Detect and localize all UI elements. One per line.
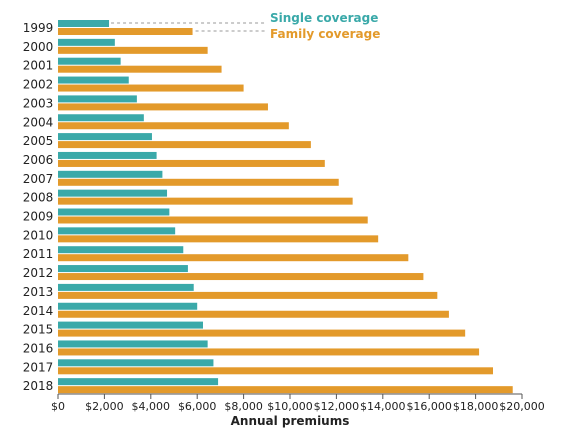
- bar-single-1999: [58, 20, 110, 27]
- x-tick-label: $8,000: [224, 400, 263, 413]
- bar-family-2013: [58, 291, 438, 299]
- bar-single-2015: [58, 321, 203, 329]
- bar-single-2005: [58, 133, 152, 141]
- bar-single-2002: [58, 76, 129, 84]
- x-tick-label: $10,000: [267, 400, 313, 413]
- x-tick-label: $0: [51, 400, 65, 413]
- year-label: 2002: [23, 78, 54, 92]
- year-labels: 1999 2000 2001 2002 2003 2004 2005 2006 2007 2008…: [23, 21, 54, 393]
- bar-single-2000: [58, 38, 115, 46]
- x-tick-label: $6,000: [178, 400, 217, 413]
- bar-single-2017: [58, 359, 214, 367]
- x-tick-label: $12,000: [314, 400, 360, 413]
- bar-single-2006: [58, 151, 157, 159]
- year-label: 2016: [23, 341, 54, 355]
- x-axis: $0 $2,000 $4,000 $6,000 $8,000 $10,000 $12,000…: [51, 393, 545, 413]
- bar-family-2015: [58, 329, 466, 337]
- year-label: 2014: [23, 304, 54, 318]
- x-tick-label: $20,000: [499, 400, 545, 413]
- bar-family-2004: [58, 122, 289, 130]
- x-tick-label: $4,000: [132, 400, 171, 413]
- bar-single-2014: [58, 302, 198, 310]
- bar-family-1999: [58, 28, 193, 35]
- x-tick-label: $16,000: [406, 400, 452, 413]
- x-tick-label: $18,000: [453, 400, 499, 413]
- bar-single-2016: [58, 340, 208, 348]
- x-axis-title: Annual premiums: [231, 414, 350, 428]
- bar-family-2001: [58, 65, 222, 73]
- bar-single-2010: [58, 227, 176, 235]
- bar-single-2013: [58, 283, 194, 291]
- x-tick-label: $14,000: [360, 400, 406, 413]
- bars: [58, 20, 513, 394]
- bar-single-2001: [58, 57, 121, 65]
- bar-family-2003: [58, 103, 268, 111]
- legend-single-coverage: Single coverage: [270, 11, 378, 25]
- year-label: 2001: [23, 59, 54, 73]
- year-label: 1999: [23, 21, 54, 35]
- year-label: 2018: [23, 379, 54, 393]
- year-label: 2010: [23, 228, 54, 242]
- year-label: 2003: [23, 96, 54, 110]
- legend-family-coverage: Family coverage: [270, 27, 380, 41]
- bar-family-2016: [58, 348, 480, 356]
- bar-family-2011: [58, 254, 409, 262]
- year-label: 2012: [23, 266, 54, 280]
- bar-single-2007: [58, 170, 163, 178]
- bar-single-2008: [58, 189, 168, 197]
- year-label: 2011: [23, 247, 54, 261]
- year-label: 2005: [23, 134, 54, 148]
- bar-family-2008: [58, 197, 353, 205]
- bar-single-2012: [58, 265, 188, 273]
- bar-family-2007: [58, 178, 339, 186]
- year-label: 2017: [23, 360, 54, 374]
- bar-family-2009: [58, 216, 368, 224]
- bar-family-2014: [58, 310, 449, 318]
- year-label: 2009: [23, 210, 54, 224]
- legend: Single coverage Family coverage: [111, 11, 380, 41]
- bar-single-2009: [58, 208, 170, 216]
- bar-family-2006: [58, 159, 325, 167]
- bar-family-2002: [58, 84, 244, 92]
- bar-single-2003: [58, 95, 137, 103]
- bar-single-2011: [58, 246, 184, 254]
- bar-single-2004: [58, 114, 144, 122]
- bar-family-2000: [58, 46, 208, 54]
- bar-family-2012: [58, 273, 424, 281]
- year-label: 2004: [23, 115, 54, 129]
- bar-family-2018: [58, 386, 513, 394]
- bar-family-2017: [58, 367, 493, 375]
- year-label: 2008: [23, 191, 54, 205]
- year-label: 2006: [23, 153, 54, 167]
- bar-family-2005: [58, 141, 311, 149]
- bar-family-2010: [58, 235, 379, 243]
- year-label: 2007: [23, 172, 54, 186]
- year-label: 2013: [23, 285, 54, 299]
- year-label: 2000: [23, 40, 54, 54]
- x-tick-label: $2,000: [85, 400, 124, 413]
- year-label: 2015: [23, 323, 54, 337]
- bar-single-2018: [58, 378, 219, 386]
